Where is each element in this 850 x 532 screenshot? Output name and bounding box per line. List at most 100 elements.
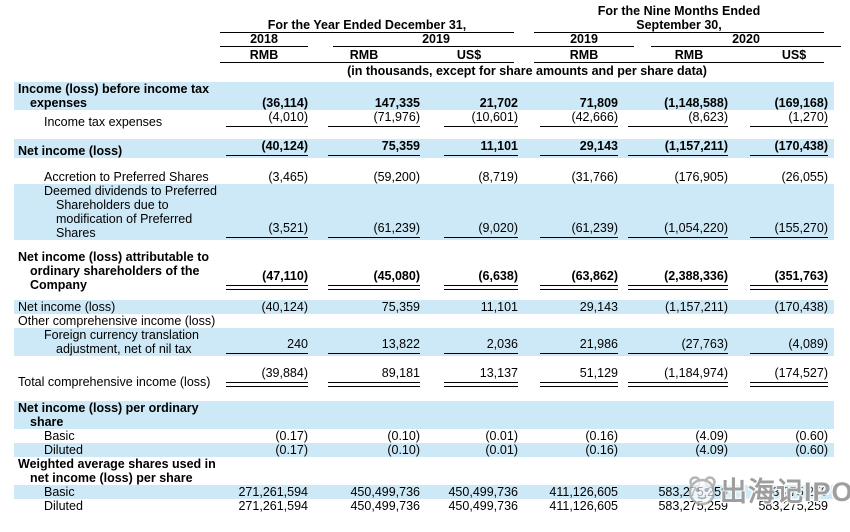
double-rule: [628, 382, 728, 387]
year-underline: [220, 46, 308, 47]
single-rule: [750, 353, 828, 354]
value-cell: 450,499,736: [308, 485, 420, 499]
value: 271,261,594: [238, 499, 308, 513]
value: (4.09): [695, 443, 728, 457]
income-statement-table: For the Year Ended December 31, 2018 201…: [14, 4, 841, 513]
value-cell: 450,499,736: [420, 499, 518, 513]
value-cell: 271,261,594: [220, 485, 308, 499]
value-cell: (40,124): [220, 139, 308, 158]
value: 89,181: [381, 366, 420, 380]
value: (63,862): [571, 269, 618, 283]
row-label: Weighted average shares used in net incom…: [18, 457, 216, 485]
single-rule: [628, 126, 728, 127]
row-label: Deemed dividends to Preferred Shareholder…: [44, 184, 218, 240]
value: (10,601): [471, 110, 518, 124]
value-cell: 240: [220, 337, 308, 356]
value: (31,766): [571, 170, 618, 184]
value: (61,239): [373, 221, 420, 235]
single-rule: [750, 126, 828, 127]
table-row: Income (loss) before income tax expenses (…: [14, 82, 834, 110]
single-rule: [540, 126, 618, 127]
value-cell: (170,438): [728, 139, 828, 158]
year-row: 2018 2019: [220, 33, 539, 48]
single-rule: [750, 155, 828, 156]
value-cell: (170,438): [728, 300, 828, 314]
value: 11,101: [480, 139, 518, 153]
value: 11,101: [480, 300, 518, 314]
row-label: Foreign currency translation adjustment, …: [44, 328, 199, 356]
year-cell-2020: 2020: [634, 33, 841, 48]
value: (1,270): [788, 110, 828, 124]
currency-label: RMB: [249, 48, 279, 62]
value-cell: 583,275,259: [618, 499, 728, 513]
single-rule: [226, 155, 308, 156]
value: (0.17): [275, 443, 308, 457]
year-cell-2019: 2019: [308, 33, 539, 48]
row-label: Diluted: [44, 499, 83, 513]
row-label: Basic: [44, 485, 75, 499]
value: (0.01): [485, 429, 518, 443]
table-row: Net income (loss) (40,124) 75,359 11,101 29,…: [14, 300, 834, 314]
value-cell: (26,055): [728, 170, 828, 184]
nine-months-title-line2: September 30,: [636, 18, 722, 32]
value-cell: (0.60): [728, 429, 828, 443]
group-gap: [514, 4, 534, 63]
value-cell: (0.17): [220, 443, 308, 457]
value: 240: [287, 337, 308, 351]
double-rule: [226, 285, 308, 290]
row-label: Net income (loss): [18, 300, 116, 314]
value-cell: (8,719): [420, 170, 518, 184]
header-rule: [534, 32, 824, 33]
single-rule: [444, 155, 518, 156]
value-cell: 21,702: [420, 96, 518, 110]
currency-row: RMB RMB US$: [534, 48, 824, 62]
double-rule: [750, 285, 828, 290]
header-label-spacer: [14, 4, 220, 63]
year-underline: [651, 46, 841, 47]
value: (61,239): [571, 221, 618, 235]
value: (174,527): [774, 366, 828, 380]
value-cell: (45,080): [308, 269, 420, 292]
value-cell: 13,137: [420, 366, 518, 389]
value: 583,275,259: [758, 499, 828, 513]
value: (47,110): [262, 269, 308, 283]
value: 450,499,736: [448, 499, 518, 513]
value: (3,521): [268, 221, 308, 235]
value-cell: (63,862): [518, 269, 618, 292]
row-label: Income tax expenses: [44, 115, 163, 129]
value: (351,763): [774, 269, 828, 283]
value-cell: 11,101: [420, 300, 518, 314]
row-label: Net income (loss): [18, 144, 123, 158]
value: (1,157,211): [664, 300, 728, 314]
nine-months-group: For the Nine Months Ended September 30, …: [534, 4, 841, 63]
value: 13,822: [381, 337, 420, 351]
value-cell: (27,763): [618, 337, 728, 356]
value-cell: (1,148,588): [618, 96, 728, 110]
value-cell: 51,129: [518, 366, 618, 389]
value: 450,499,736: [350, 485, 420, 499]
currency-label: US$: [456, 48, 482, 62]
value-cell: (1,157,211): [618, 139, 728, 158]
value-cell: (1,270): [728, 110, 828, 129]
single-rule: [444, 237, 518, 238]
value-cell: (174,527): [728, 366, 828, 389]
value: (40,124): [261, 139, 308, 153]
single-rule: [628, 237, 728, 238]
value: (9,020): [478, 221, 518, 235]
value-cell: (47,110): [220, 269, 308, 292]
value-cell: 450,499,736: [420, 485, 518, 499]
value-cell: (61,239): [308, 221, 420, 240]
table-row: Other comprehensive income (loss): [14, 314, 834, 328]
value-cell: (1,157,211): [618, 300, 728, 314]
value-cell: (61,239): [518, 221, 618, 240]
value: 2,036: [486, 337, 518, 351]
value: 450,499,736: [448, 485, 518, 499]
row-label: Income (loss) before income tax expenses: [18, 82, 210, 110]
value-cell: (4,010): [220, 110, 308, 129]
value: (2,388,336): [664, 269, 728, 283]
value: (4,010): [268, 110, 308, 124]
double-rule: [750, 382, 828, 387]
value: (4.09): [695, 429, 728, 443]
single-rule: [444, 353, 518, 354]
single-rule: [750, 237, 828, 238]
